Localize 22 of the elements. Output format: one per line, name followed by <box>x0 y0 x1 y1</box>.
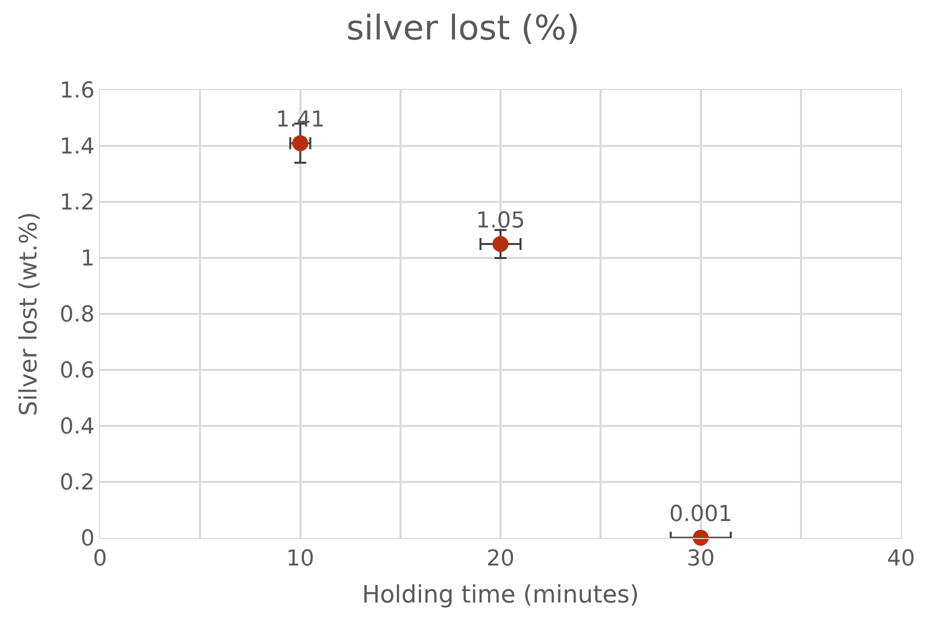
data-label: 0.001 <box>669 502 732 528</box>
chart-title: silver lost (%) <box>346 8 580 49</box>
y-tick-label: 1.4 <box>60 134 95 160</box>
y-axis-title: Silver lost (wt.%) <box>14 212 43 416</box>
data-label: 1.41 <box>276 108 325 133</box>
x-axis-title: Holding time (minutes) <box>362 580 640 609</box>
x-tick-label: 30 <box>686 546 715 572</box>
x-tick-label: 40 <box>887 546 915 572</box>
x-tick-label: 20 <box>486 546 514 572</box>
y-tick-label: 1 <box>80 246 95 272</box>
point <box>292 135 308 152</box>
y-tick-label: 0.6 <box>60 358 95 384</box>
x-tick-label: 10 <box>286 546 314 572</box>
y-tick-label: 0 <box>80 526 95 552</box>
point <box>492 236 508 252</box>
y-tick-label: 1.2 <box>60 190 95 216</box>
y-tick-label: 0.4 <box>60 414 95 440</box>
y-tick-label: 0.2 <box>60 470 95 496</box>
y-tick-label: 0.8 <box>60 302 95 328</box>
y-tick-label: 1.6 <box>60 78 95 104</box>
data-label: 1.05 <box>476 208 525 234</box>
point <box>692 530 709 546</box>
